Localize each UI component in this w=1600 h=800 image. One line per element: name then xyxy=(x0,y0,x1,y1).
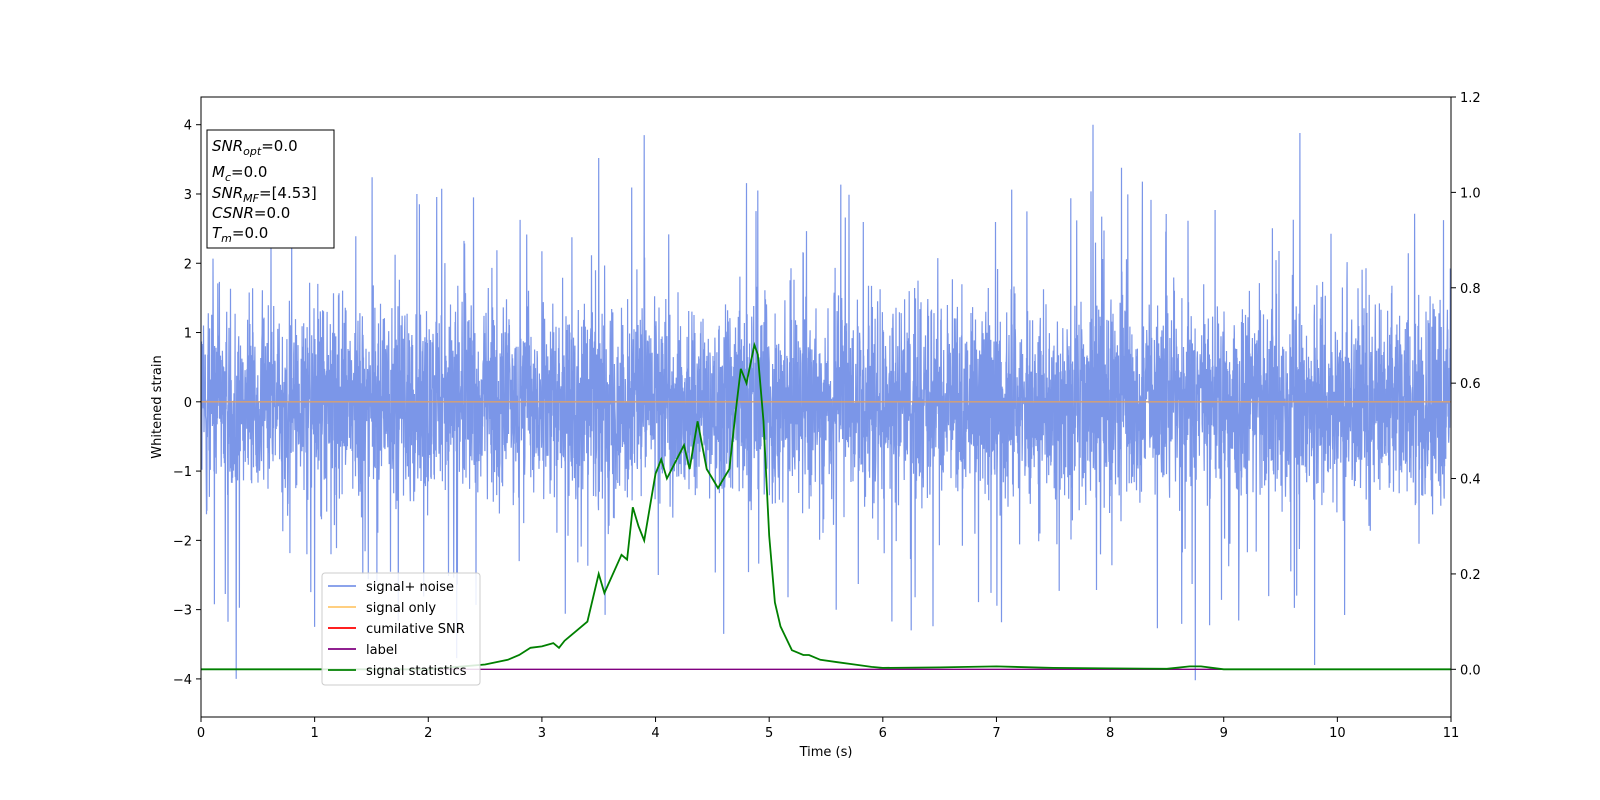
info-tm: Tm=0.0 xyxy=(212,224,268,245)
info-box: SNRopt=0.0 Mc=0.0 SNRMF=[4.53] CSNR=0.0 … xyxy=(206,129,335,249)
x-tick-label: 0 xyxy=(197,726,205,741)
y-axis-right: 1.2 1.0 0.8 0.6 0.4 0.2 0.0 xyxy=(1451,91,1481,678)
y2-tick-label: 0.8 xyxy=(1460,282,1481,297)
x-tick-label: 2 xyxy=(424,726,432,741)
y-tick-label: −3 xyxy=(173,604,192,619)
y-tick-label: 4 xyxy=(184,119,192,134)
y-tick-label: 3 xyxy=(184,188,192,203)
info-mc: Mc=0.0 xyxy=(212,163,267,184)
info-snr-mf: SNRMF=[4.53] xyxy=(212,184,317,205)
legend-signal-noise-label: signal+ noise xyxy=(366,580,454,595)
info-csnr: CSNR=0.0 xyxy=(212,204,290,222)
legend-signal-statistics-label: signal statistics xyxy=(366,664,467,679)
info-snr-opt: SNRopt=0.0 xyxy=(212,137,298,158)
x-tick-label: 6 xyxy=(879,726,887,741)
x-tick-label: 11 xyxy=(1443,726,1460,741)
y-tick-label: 2 xyxy=(184,257,192,272)
y2-tick-label: 0.2 xyxy=(1460,568,1481,583)
legend: signal+ noise signal only cumilative SNR la… xyxy=(321,572,481,686)
signal-noise-series xyxy=(201,124,1451,681)
x-tick-label: 4 xyxy=(651,726,659,741)
info-box-frame xyxy=(206,129,335,249)
x-tick-label: 3 xyxy=(538,726,546,741)
legend-signal-only-label: signal only xyxy=(366,601,436,616)
y-tick-label: −1 xyxy=(173,465,192,480)
y-tick-label: −2 xyxy=(173,534,192,549)
x-axis-label: Time (s) xyxy=(799,745,853,760)
x-tick-label: 10 xyxy=(1329,726,1346,741)
y-tick-label: −4 xyxy=(173,673,192,688)
x-tick-label: 9 xyxy=(1220,726,1228,741)
y2-tick-label: 0.4 xyxy=(1460,473,1481,488)
x-tick-label: 5 xyxy=(765,726,773,741)
y2-tick-label: 0.6 xyxy=(1460,377,1481,392)
y2-tick-label: 1.2 xyxy=(1460,91,1481,106)
x-axis: 0 1 2 3 4 5 6 7 8 9 10 11 xyxy=(197,717,1459,741)
legend-frame xyxy=(321,572,481,686)
y2-tick-label: 0.0 xyxy=(1460,663,1481,678)
plot-frame xyxy=(200,96,1452,718)
legend-label-label: label xyxy=(366,643,397,658)
x-tick-label: 1 xyxy=(310,726,318,741)
y-axis-left: 4 3 2 1 0 −1 −2 −3 −4 xyxy=(173,119,201,688)
x-tick-label: 8 xyxy=(1106,726,1114,741)
x-tick-label: 7 xyxy=(992,726,1000,741)
signal-statistics-series xyxy=(201,341,1451,671)
y-tick-label: 0 xyxy=(184,396,192,411)
y-tick-label: 1 xyxy=(184,327,192,342)
legend-cumulative-snr-label: cumilative SNR xyxy=(366,622,465,637)
y-axis-label: Whitened strain xyxy=(150,355,165,458)
y2-tick-label: 1.0 xyxy=(1460,186,1481,201)
